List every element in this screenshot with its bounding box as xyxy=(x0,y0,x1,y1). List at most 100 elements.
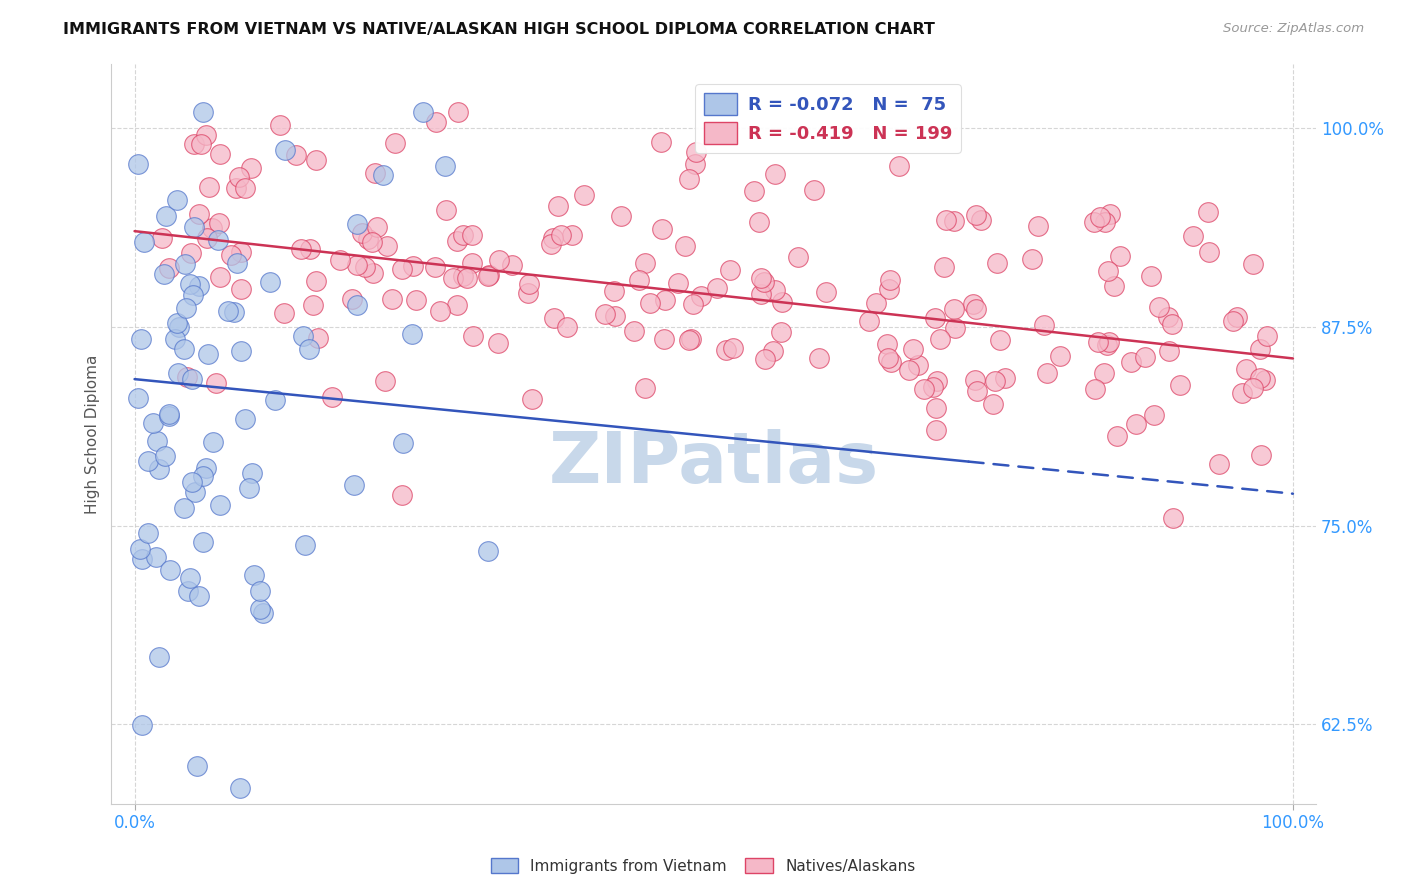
Point xyxy=(321,391,343,405)
Point xyxy=(180,372,202,386)
Point xyxy=(605,310,627,324)
Point xyxy=(249,584,271,599)
Point xyxy=(609,209,631,223)
Point xyxy=(177,583,200,598)
Point xyxy=(231,282,253,296)
Point xyxy=(561,227,583,242)
Point xyxy=(127,391,149,405)
Legend: Immigrants from Vietnam, Natives/Alaskans: Immigrants from Vietnam, Natives/Alaskan… xyxy=(485,852,921,880)
Point xyxy=(346,258,368,272)
Point xyxy=(392,435,415,450)
Point xyxy=(340,292,363,306)
Point xyxy=(749,270,772,285)
Point xyxy=(461,329,484,343)
Point xyxy=(451,269,474,284)
Point xyxy=(638,295,661,310)
Point xyxy=(651,222,673,236)
Point xyxy=(1098,335,1121,350)
Point xyxy=(197,347,219,361)
Point xyxy=(307,331,329,345)
Point xyxy=(194,128,217,142)
Point xyxy=(166,367,188,381)
Point xyxy=(981,397,1004,411)
Point xyxy=(877,282,900,296)
Point xyxy=(384,136,406,150)
Point xyxy=(1109,249,1132,263)
Point xyxy=(965,301,987,316)
Point xyxy=(769,325,792,339)
Point xyxy=(180,245,202,260)
Point xyxy=(572,187,595,202)
Point xyxy=(127,156,149,170)
Point xyxy=(166,193,188,207)
Point xyxy=(157,260,180,275)
Point xyxy=(252,606,274,620)
Point xyxy=(1092,367,1115,381)
Point xyxy=(1208,457,1230,471)
Point xyxy=(208,498,231,512)
Point xyxy=(174,257,197,271)
Point xyxy=(186,759,208,773)
Point xyxy=(207,216,229,230)
Point xyxy=(1198,244,1220,259)
Point xyxy=(434,159,457,173)
Point xyxy=(305,153,328,168)
Point xyxy=(1226,310,1249,325)
Point xyxy=(706,281,728,295)
Point xyxy=(181,475,204,490)
Point xyxy=(488,252,510,267)
Point xyxy=(678,172,700,186)
Point xyxy=(1254,373,1277,387)
Point xyxy=(204,376,226,390)
Point xyxy=(879,273,901,287)
Point xyxy=(1147,300,1170,314)
Point xyxy=(148,649,170,664)
Point xyxy=(1028,219,1050,233)
Point xyxy=(1232,386,1254,401)
Point xyxy=(195,460,218,475)
Point xyxy=(131,718,153,732)
Point xyxy=(935,212,957,227)
Point xyxy=(520,392,543,406)
Point xyxy=(689,288,711,302)
Point xyxy=(1139,268,1161,283)
Point xyxy=(425,115,447,129)
Point xyxy=(361,235,384,249)
Point xyxy=(1083,215,1105,229)
Point xyxy=(259,275,281,289)
Text: Source: ZipAtlas.com: Source: ZipAtlas.com xyxy=(1223,22,1364,36)
Point xyxy=(391,261,413,276)
Point xyxy=(451,227,474,242)
Point xyxy=(814,285,837,299)
Point xyxy=(187,278,209,293)
Point xyxy=(136,454,159,468)
Point xyxy=(429,303,451,318)
Point xyxy=(229,344,252,359)
Point xyxy=(673,238,696,252)
Point xyxy=(517,285,540,300)
Point xyxy=(683,157,706,171)
Point xyxy=(477,543,499,558)
Point xyxy=(292,328,315,343)
Point xyxy=(198,180,221,194)
Point xyxy=(903,343,925,357)
Point xyxy=(877,351,900,365)
Point xyxy=(375,239,398,253)
Point xyxy=(1143,408,1166,422)
Point xyxy=(928,332,950,346)
Text: ZIPatlas: ZIPatlas xyxy=(548,429,879,498)
Point xyxy=(329,253,352,268)
Point xyxy=(207,233,229,247)
Point xyxy=(361,266,384,280)
Point xyxy=(1099,207,1122,221)
Point xyxy=(188,589,211,603)
Point xyxy=(193,104,215,119)
Point xyxy=(226,255,249,269)
Point xyxy=(405,293,427,307)
Point xyxy=(924,310,946,325)
Point xyxy=(233,411,256,425)
Point xyxy=(1049,349,1071,363)
Point xyxy=(557,319,579,334)
Point xyxy=(1036,366,1059,380)
Point xyxy=(152,268,174,282)
